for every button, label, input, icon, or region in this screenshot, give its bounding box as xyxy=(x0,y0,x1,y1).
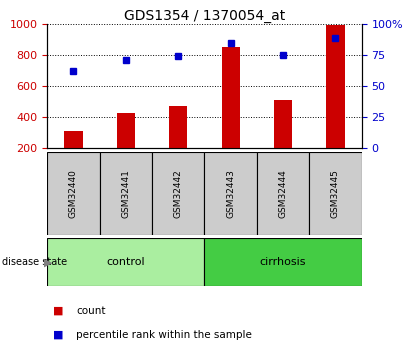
Text: control: control xyxy=(106,257,145,267)
Text: GSM32441: GSM32441 xyxy=(121,169,130,218)
Text: cirrhosis: cirrhosis xyxy=(260,257,306,267)
Bar xyxy=(47,152,100,235)
Bar xyxy=(117,114,135,148)
Bar xyxy=(326,25,345,148)
Bar xyxy=(205,152,257,235)
Bar xyxy=(152,152,205,235)
Text: ▶: ▶ xyxy=(44,257,53,267)
Bar xyxy=(64,131,83,148)
Bar xyxy=(222,47,240,148)
Bar xyxy=(257,152,309,235)
Bar xyxy=(205,238,362,286)
Text: GSM32444: GSM32444 xyxy=(279,169,288,218)
Text: GSM32442: GSM32442 xyxy=(174,169,183,218)
Text: GSM32443: GSM32443 xyxy=(226,169,235,218)
Text: ■: ■ xyxy=(53,306,64,315)
Bar xyxy=(169,106,187,148)
Text: count: count xyxy=(76,306,106,315)
Title: GDS1354 / 1370054_at: GDS1354 / 1370054_at xyxy=(124,9,285,23)
Text: percentile rank within the sample: percentile rank within the sample xyxy=(76,330,252,339)
Bar xyxy=(100,152,152,235)
Bar xyxy=(309,152,362,235)
Text: GSM32445: GSM32445 xyxy=(331,169,340,218)
Text: GSM32440: GSM32440 xyxy=(69,169,78,218)
Text: ■: ■ xyxy=(53,330,64,339)
Bar xyxy=(274,100,292,148)
Text: disease state: disease state xyxy=(2,257,67,267)
Bar xyxy=(47,238,205,286)
